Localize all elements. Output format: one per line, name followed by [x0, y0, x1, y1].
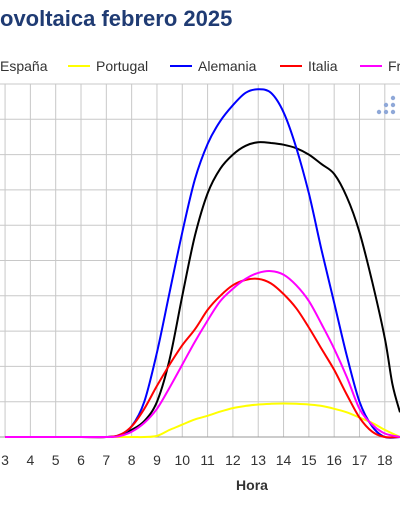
series-lines: [5, 88, 400, 439]
x-tick-label: 15: [301, 452, 317, 468]
logo-dot: [390, 109, 396, 115]
legend-label-francia: Francia: [388, 58, 400, 74]
watermark-logo: [376, 95, 396, 115]
series-line-francia: [5, 270, 400, 439]
legend-item-espana[interactable]: España: [0, 56, 47, 76]
legend-swatch-italia: [280, 65, 302, 67]
legend-label-italia: Italia: [308, 58, 338, 74]
series-line-alemania: [5, 88, 400, 439]
series-line-italia: [5, 277, 400, 439]
x-tick-label: 16: [326, 452, 342, 468]
line-chart: 3 4 5 6 7 8 9 10 11 12 13 14 15 16 17 18 Hora: [0, 83, 400, 493]
grid: [0, 83, 400, 438]
x-tick-label: 3: [1, 452, 9, 468]
legend-item-francia[interactable]: Francia: [360, 56, 400, 76]
legend-item-alemania[interactable]: Alemania: [170, 56, 256, 76]
logo-dot: [376, 109, 382, 115]
x-axis-ticks: 3 4 5 6 7 8 9 10 11 12 13 14 15 16 17 18: [1, 452, 393, 468]
chart-title: ovoltaica febrero 2025: [0, 6, 233, 31]
x-tick-label: 18: [377, 452, 393, 468]
legend-item-portugal[interactable]: Portugal: [68, 56, 148, 76]
x-axis-label: Hora: [236, 477, 268, 493]
series-line-espana: [5, 141, 400, 439]
x-tick-label: 8: [128, 452, 136, 468]
legend-swatch-alemania: [170, 65, 192, 67]
x-tick-label: 14: [276, 452, 292, 468]
x-tick-label: 5: [52, 452, 60, 468]
logo-dot: [383, 102, 389, 108]
legend-label-portugal: Portugal: [96, 58, 149, 74]
logo-dot: [390, 102, 396, 108]
x-tick-label: 4: [26, 452, 34, 468]
legend-item-italia[interactable]: Italia: [280, 56, 338, 76]
x-tick-label: 10: [174, 452, 190, 468]
legend-swatch-francia: [360, 65, 382, 67]
x-tick-label: 7: [102, 452, 110, 468]
x-tick-label: 11: [200, 452, 215, 468]
x-tick-label: 12: [225, 452, 241, 468]
logo-dot: [383, 109, 389, 115]
legend-swatch-portugal: [68, 65, 90, 67]
x-tick-label: 17: [352, 452, 368, 468]
x-tick-label: 6: [77, 452, 85, 468]
legend: España Portugal Alemania Italia Francia: [0, 56, 400, 76]
logo-dot: [390, 95, 396, 101]
x-tick-label: 13: [250, 452, 266, 468]
legend-label-alemania: Alemania: [198, 58, 257, 74]
x-tick-label: 9: [153, 452, 161, 468]
series-line-portugal: [5, 402, 400, 439]
legend-label-espana: España: [0, 58, 48, 74]
